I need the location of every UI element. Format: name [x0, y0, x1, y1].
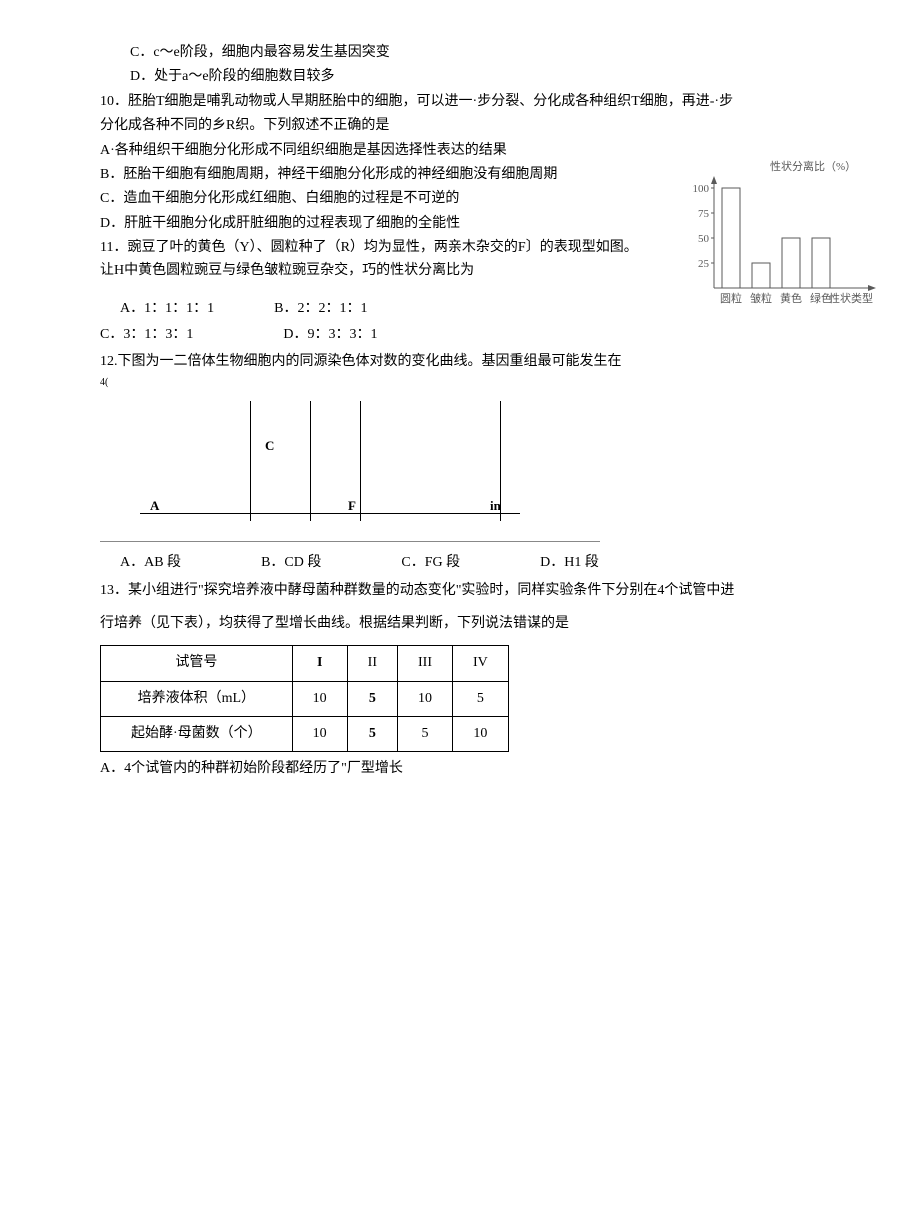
q13-td-1-3: 10 — [398, 681, 453, 716]
svg-text:50: 50 — [698, 233, 710, 245]
q11-bar-chart: 性状分离比（%）255075100圆粒皱粒黄色绿色性状类型 — [680, 158, 880, 318]
q13-td-2-0: 起始酵·母菌数（个） — [101, 717, 293, 752]
q13-text1: 某小组进行"探究培养液中酵母菌种群数量的动态变化"实验时，同样实验条件下分别在4… — [128, 583, 734, 598]
svg-text:性状类型: 性状类型 — [829, 291, 873, 305]
prev-option-d: D．处于a～e阶段的细胞数目较多 — [60, 66, 860, 88]
q12-option-a: A．AB 段 — [120, 552, 181, 574]
q10-stem-line1: 10．胚胎T细胞是哺乳动物或人早期胚胎中的细胞，可以进一·步分裂、分化成各种组织… — [60, 91, 860, 113]
q11-container: C．造血干细胞分化形成红细胞、白细胞的过程是不可逆的 D．肝脏干细胞分化成肝脏细… — [60, 188, 860, 282]
q13-stem-line1: 13．某小组进行"探究培养液中酵母菌种群数量的动态变化"实验时，同样实验条件下分… — [60, 580, 860, 602]
q13-td-1-2: 5 — [347, 681, 397, 716]
q12-tiny-label: 4( — [60, 375, 860, 391]
q11-option-d: D．9：3：3：1 — [283, 324, 377, 346]
svg-text:黄色: 黄色 — [780, 291, 802, 305]
svg-text:性状分离比（%）: 性状分离比（%） — [770, 159, 856, 173]
q10-text1: 胚胎T细胞是哺乳动物或人早期胚胎中的细胞，可以进一·步分裂、分化成各种组织T细胞… — [128, 94, 733, 109]
q13-th-3: III — [398, 646, 453, 681]
q13-td-2-4: 10 — [453, 717, 509, 752]
q13-option-a: A．4个试管内的种群初始阶段都经历了"厂型增长 — [60, 758, 860, 780]
q12-option-d: D．H1 段 — [540, 552, 599, 574]
q13-td-2-2: 5 — [347, 717, 397, 752]
prev-option-c: C．c～e阶段，细胞内最容易发生基因突变 — [60, 42, 860, 64]
svg-text:圆粒: 圆粒 — [720, 291, 742, 305]
svg-text:25: 25 — [698, 258, 710, 270]
q13-td-1-1: 10 — [292, 681, 347, 716]
q10-number: 10． — [100, 94, 128, 109]
q13-th-4: IV — [453, 646, 509, 681]
q12-line-chart: ACFin — [100, 401, 600, 542]
q10-stem-line2: 分化成各种不同的乡R织。下列叙述不正确的是 — [60, 115, 860, 137]
q13-td-2-3: 5 — [398, 717, 453, 752]
q13-td-1-0: 培养液体积（mL） — [101, 681, 293, 716]
q11-option-c: C．3：1：3：1 — [100, 324, 193, 346]
q11-number: 11． — [100, 240, 127, 255]
q12-chart-label-c: C — [265, 436, 274, 457]
q13-th-1: I — [292, 646, 347, 681]
q11-text: 豌豆了叶的黄色（Y）、圆粒种了（R）均为显性，两亲木杂交的F〕的表现型如图。让H… — [100, 240, 638, 277]
q13-stem-line2: 行培养（见下表），均获得了型增长曲线。根据结果判断，下列说法错谋的是 — [60, 613, 860, 635]
q13-th-0: 试管号 — [101, 646, 293, 681]
q13-table: 试管号IIIIIIIV培养液体积（mL）105105起始酵·母菌数（个）1055… — [100, 645, 509, 752]
q11-option-a: A．1：1：1：1 — [120, 298, 214, 320]
q13-td-1-4: 5 — [453, 681, 509, 716]
q12-option-b: B．CD 段 — [261, 552, 321, 574]
svg-text:100: 100 — [693, 183, 710, 195]
q13-number: 13． — [100, 583, 128, 598]
q12-stem: 12.下图为一二倍体生物细胞内的同源染色体对数的变化曲线。基因重组最可能发生在 — [60, 351, 860, 373]
q13-td-2-1: 10 — [292, 717, 347, 752]
q12-option-c: C．FG 段 — [401, 552, 460, 574]
svg-text:75: 75 — [698, 208, 710, 220]
q13-th-2: II — [347, 646, 397, 681]
svg-text:皱粒: 皱粒 — [750, 291, 772, 305]
q11-options-row2: C．3：1：3：1 D．9：3：3：1 — [60, 324, 860, 346]
q11-option-b: B．2：2：1：1 — [274, 298, 367, 320]
q12-options: A．AB 段 B．CD 段 C．FG 段 D．H1 段 — [60, 552, 860, 574]
